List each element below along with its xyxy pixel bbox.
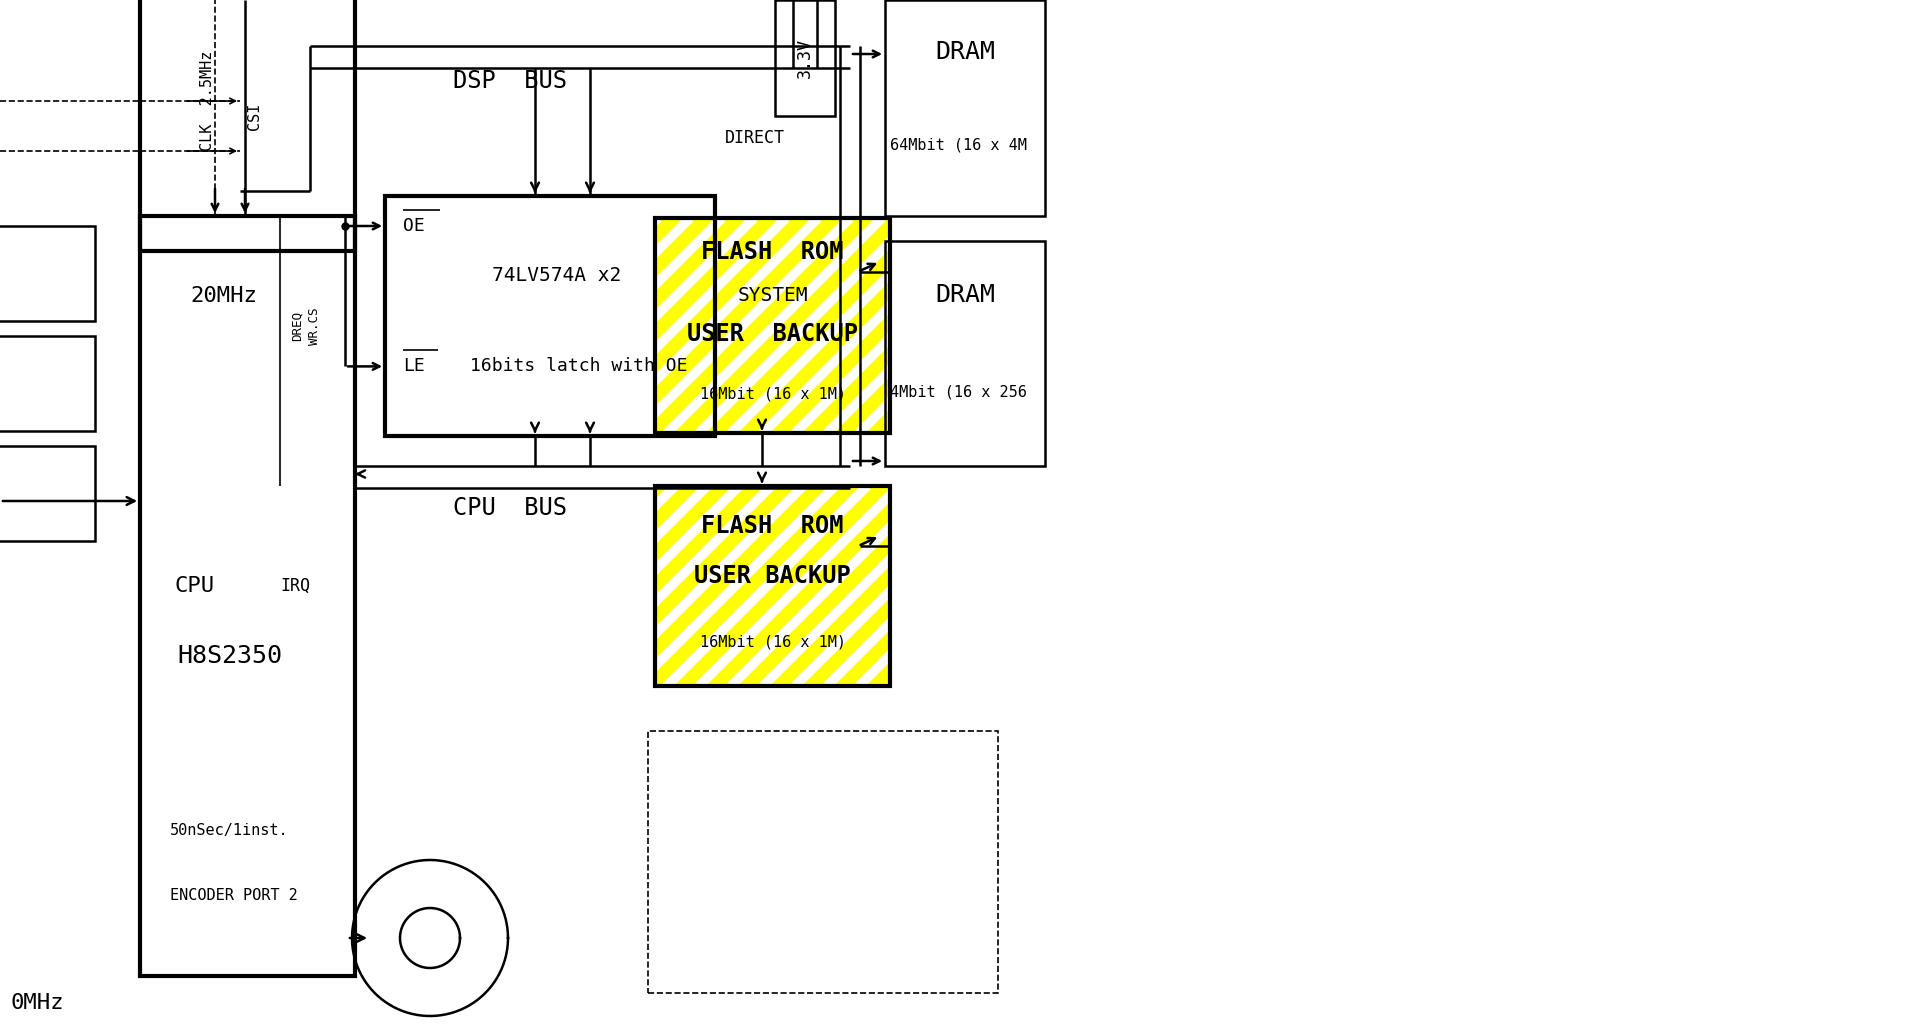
Text: ENCODER PORT 2: ENCODER PORT 2 (171, 889, 298, 903)
Text: DRAM: DRAM (935, 40, 995, 64)
Bar (655, 218, 891, 433)
Text: DREQ: DREQ (290, 311, 303, 341)
Text: 20MHz: 20MHz (190, 286, 257, 306)
Bar (885, 0, 1044, 217)
Text: LE: LE (403, 358, 424, 375)
Bar (776, 0, 835, 117)
Text: WR.CS: WR.CS (309, 307, 321, 344)
Text: 4Mbit (16 x 256: 4Mbit (16 x 256 (891, 385, 1027, 399)
Bar (0, 336, 94, 431)
Text: H8S2350: H8S2350 (177, 644, 282, 668)
Bar (655, 218, 891, 433)
Text: 0MHz: 0MHz (10, 993, 63, 1013)
Text: DRAM: DRAM (935, 282, 995, 307)
Bar (0, 446, 94, 541)
Bar (386, 196, 714, 436)
Bar (655, 486, 891, 686)
Text: 74LV574A x2: 74LV574A x2 (492, 266, 622, 285)
Bar (140, 217, 355, 976)
Bar (649, 731, 998, 993)
Text: CLK  2.5MHz: CLK 2.5MHz (200, 51, 215, 152)
Text: OE: OE (403, 217, 424, 235)
Text: CPU  BUS: CPU BUS (453, 496, 566, 520)
Text: 64Mbit (16 x 4M: 64Mbit (16 x 4M (891, 137, 1027, 153)
Text: USER BACKUP: USER BACKUP (695, 564, 851, 588)
Bar (140, 0, 355, 251)
Bar (655, 486, 891, 686)
Text: SYSTEM: SYSTEM (737, 286, 808, 305)
Text: DIRECT: DIRECT (726, 129, 785, 147)
Bar (885, 241, 1044, 466)
Text: USER  BACKUP: USER BACKUP (687, 322, 858, 346)
Text: DSP  BUS: DSP BUS (453, 69, 566, 93)
Text: CSI: CSI (248, 102, 263, 130)
Bar (0, 226, 94, 321)
Text: FLASH  ROM: FLASH ROM (701, 514, 843, 538)
Text: 3.3V: 3.3V (797, 38, 814, 78)
Text: 16Mbit (16 x 1M): 16Mbit (16 x 1M) (699, 634, 845, 650)
Text: 50nSec/1inst.: 50nSec/1inst. (171, 824, 288, 838)
Text: 16bits latch with OE: 16bits latch with OE (470, 358, 687, 375)
Text: 16Mbit (16 x 1M): 16Mbit (16 x 1M) (699, 387, 845, 402)
Text: FLASH  ROM: FLASH ROM (701, 240, 843, 264)
Text: IRQ: IRQ (280, 577, 309, 595)
Text: CPU: CPU (175, 576, 215, 596)
